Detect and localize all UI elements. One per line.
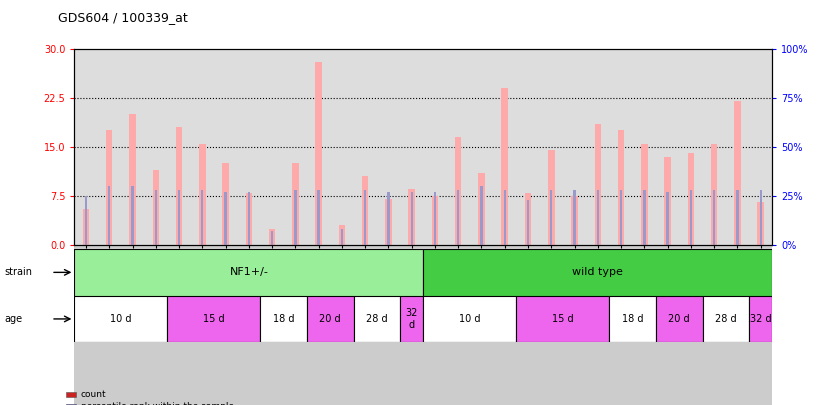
Bar [573,190,576,245]
Bar [595,124,601,245]
Bar [455,137,462,245]
Bar [734,101,741,245]
Bar [434,192,436,245]
Bar [656,296,702,342]
Bar [74,296,168,342]
Bar [610,296,656,342]
Bar [248,192,250,245]
Text: percentile rank within the sample: percentile rank within the sample [81,402,234,405]
Bar [664,157,671,245]
Bar [202,190,203,245]
Bar [260,296,307,342]
Bar [572,196,578,245]
Bar [711,143,718,245]
Text: 20 d: 20 d [320,314,341,324]
Text: 10 d: 10 d [459,314,481,324]
Bar [620,190,622,245]
Bar [548,150,554,245]
Bar [153,170,159,245]
Text: 32 d: 32 d [750,314,771,324]
Bar [316,62,322,245]
Bar [268,229,275,245]
Bar [222,163,229,245]
Bar [106,130,112,245]
Bar [178,190,180,245]
Bar [687,153,694,245]
Bar [225,192,226,245]
Bar [387,192,390,245]
Bar [199,143,206,245]
Bar [294,190,297,245]
Bar [667,192,669,245]
Bar [504,190,506,245]
Bar [527,200,529,245]
Bar [85,196,87,245]
Bar [525,193,531,245]
Text: wild type: wild type [572,267,624,277]
Text: age: age [4,314,22,324]
Bar [713,190,715,245]
Bar [400,296,424,342]
Bar [83,209,89,245]
Bar [516,296,610,342]
Bar [424,296,516,342]
Text: 15 d: 15 d [552,314,574,324]
Bar [736,190,738,245]
Bar [643,190,645,245]
Bar [129,114,135,245]
Bar [424,249,772,296]
Bar [74,245,772,405]
Text: 18 d: 18 d [273,314,295,324]
Bar [760,190,762,245]
Text: 10 d: 10 d [110,314,131,324]
Bar [339,225,345,245]
Bar [245,193,252,245]
Bar [307,296,354,342]
Bar [292,163,299,245]
Bar [341,229,343,245]
Bar [690,190,692,245]
Bar [385,199,392,245]
Bar [618,130,624,245]
Bar [354,296,400,342]
Text: 28 d: 28 d [366,314,387,324]
Bar [702,296,749,342]
Text: 28 d: 28 d [715,314,737,324]
Text: count: count [81,390,107,399]
Text: 32
d: 32 d [406,308,418,330]
Bar [432,196,439,245]
Bar [317,190,320,245]
Bar [176,127,183,245]
Bar [154,190,157,245]
Bar [550,190,553,245]
Bar [271,231,273,245]
Bar [457,190,459,245]
Text: 15 d: 15 d [203,314,225,324]
Bar [364,190,366,245]
Bar [131,186,134,245]
Bar [501,88,508,245]
Bar [74,249,424,296]
Bar [641,143,648,245]
Bar [168,296,260,342]
Bar [596,190,599,245]
Bar [481,186,482,245]
Bar [411,192,413,245]
Bar [408,190,415,245]
Text: NF1+/-: NF1+/- [230,267,268,277]
Text: 18 d: 18 d [622,314,643,324]
Bar [478,173,485,245]
Bar [757,202,764,245]
Bar [749,296,772,342]
Text: 20 d: 20 d [668,314,690,324]
Bar [362,176,368,245]
Text: strain: strain [4,267,32,277]
Text: GDS604 / 100339_at: GDS604 / 100339_at [58,11,188,24]
Bar [108,186,111,245]
